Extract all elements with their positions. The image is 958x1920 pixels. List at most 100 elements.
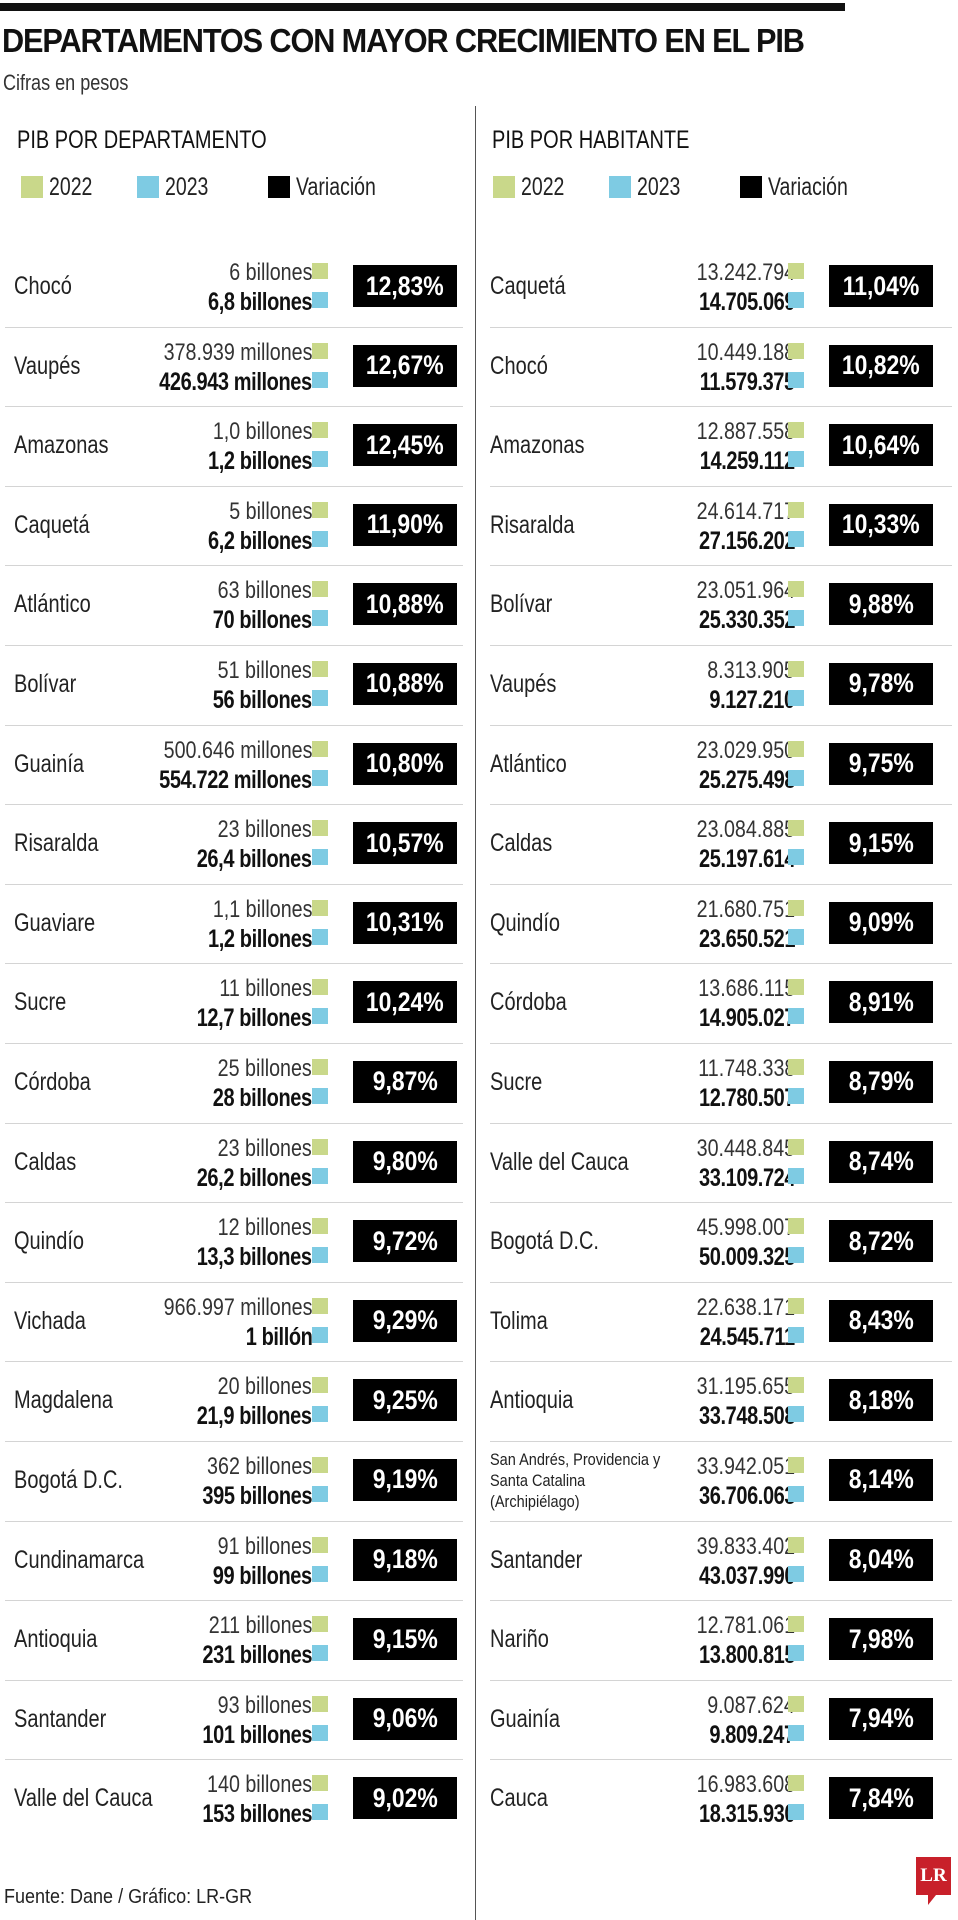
department-name: Chocó: [490, 351, 548, 380]
row-divider: [5, 1361, 463, 1363]
table-row: Valle del Cauca 30.448.845 33.109.724 8,74%: [476, 1124, 958, 1204]
variation-value: 10,80%: [366, 748, 444, 779]
panel-pib-por-departamento: PIB POR DEPARTAMENTO 2022 2023 Variación…: [0, 0, 475, 1920]
variation-value: 9,29%: [372, 1305, 438, 1336]
value-2022: 1,1 billones: [212, 895, 312, 923]
department-name: Vaupés: [14, 351, 81, 380]
legend-item-2023: 2023: [137, 172, 221, 202]
swatch-2023-icon: [788, 1008, 804, 1025]
variation-badge: 9,88%: [829, 583, 933, 626]
variation-value: 12,45%: [366, 429, 444, 460]
legend-item-variation: Variación: [740, 172, 870, 202]
variation-value: 10,31%: [366, 907, 444, 938]
value-2023: 13,3 billones: [197, 1243, 312, 1272]
row-divider: [5, 1759, 463, 1761]
row-divider: [5, 1679, 463, 1681]
source-credit: Fuente: Dane / Gráfico: LR-GR: [4, 1886, 253, 1908]
value-2023: 43.037.990: [698, 1561, 796, 1590]
value-2022: 500.646 millones: [163, 736, 312, 764]
value-2022: 12 billones: [217, 1214, 312, 1242]
swatch-2022-icon: [788, 660, 804, 677]
swatch-2022-icon: [788, 1536, 804, 1553]
department-name: Antioquia: [490, 1386, 574, 1415]
variation-value: 9,25%: [372, 1384, 438, 1415]
swatch-2023-icon: [312, 1406, 328, 1423]
value-2023: 6,2 billones: [207, 526, 313, 555]
department-name: Bolívar: [490, 590, 553, 619]
department-name: Valle del Cauca: [490, 1147, 629, 1176]
variation-badge: 10,33%: [829, 503, 933, 546]
value-2023: 23.650.521: [698, 924, 796, 953]
value-2022: 23.084.885: [696, 816, 795, 844]
swatch-2023-icon: [312, 1485, 328, 1502]
department-name: Bogotá D.C.: [14, 1465, 123, 1494]
variation-value: 9,15%: [848, 827, 914, 858]
variation-badge: 10,80%: [353, 742, 457, 785]
swatch-2022-icon: [788, 1616, 804, 1633]
swatch-2023-icon: [788, 1326, 804, 1343]
value-2022: 378.939 millones: [163, 338, 312, 366]
variation-badge: 7,84%: [829, 1777, 933, 1820]
value-2023: 99 billones: [213, 1561, 312, 1590]
legend-item-2022: 2022: [21, 172, 105, 202]
table-row: Bogotá D.C. 45.998.007 50.009.325 8,72%: [476, 1203, 958, 1283]
value-2023: 1 billón: [245, 1322, 312, 1351]
swatch-2023-icon: [312, 1247, 328, 1264]
value-2023: 36.706.063: [698, 1481, 796, 1510]
variation-badge: 9,87%: [353, 1060, 457, 1103]
table-row: San Andrés, Providencia y Santa Catalina…: [476, 1442, 958, 1522]
value-2023: 153 billones: [202, 1800, 312, 1829]
legend-item-2023: 2023: [609, 172, 693, 202]
row-divider: [5, 724, 463, 726]
swatch-2022-icon: [312, 581, 328, 598]
swatch-2023-icon: [312, 1565, 328, 1582]
variation-badge: 10,88%: [353, 583, 457, 626]
variation-badge: 8,74%: [829, 1140, 933, 1183]
swatch-2022-icon: [788, 342, 804, 359]
row-divider: [490, 1520, 952, 1522]
swatch-2023-icon: [312, 1087, 328, 1104]
value-2022: 6 billones: [228, 259, 312, 286]
row-divider: [490, 1281, 952, 1283]
row-divider: [490, 1202, 952, 1204]
variation-value: 11,90%: [366, 509, 444, 540]
swatch-2023-icon: [788, 769, 804, 786]
value-2023: 6,8 billones: [207, 288, 313, 316]
variation-value: 9,78%: [848, 668, 914, 699]
row-divider: [5, 1600, 463, 1602]
panel-pib-por-habitante: PIB POR HABITANTE 2022 2023 Variación Ca…: [476, 0, 952, 1920]
table-row: Valle del Cauca 140 billones 153 billones 9…: [0, 1760, 475, 1840]
swatch-2022-icon: [312, 1616, 328, 1633]
table-row: Magdalena 20 billones 21,9 billones 9,25%: [0, 1362, 475, 1442]
swatch-2022-icon: [312, 660, 328, 677]
legend: 2022 2023 Variación: [476, 172, 958, 202]
table-body: Chocó 6 billones 6,8 billones 12,83% Vaupés…: [0, 248, 475, 1840]
table-row: Risaralda 24.614.717 27.156.202 10,33%: [476, 487, 958, 567]
table-row: Guainía 500.646 millones 554.722 millones 1…: [0, 726, 475, 806]
value-2023: 25.275.498: [698, 765, 796, 794]
table-row: Bogotá D.C. 362 billones 395 billones 9,19%: [0, 1442, 475, 1522]
swatch-2023-icon: [788, 1645, 804, 1662]
swatch-2022-icon: [493, 176, 515, 198]
row-divider: [5, 406, 463, 408]
row-divider: [490, 963, 952, 965]
variation-value: 12,83%: [366, 270, 444, 301]
department-name: Guainía: [490, 1704, 561, 1733]
variation-badge: 10,31%: [353, 901, 457, 944]
page-title: DEPARTAMENTOS CON MAYOR CRECIMIENTO EN E…: [2, 22, 805, 59]
variation-value: 9,18%: [372, 1544, 438, 1574]
table-row: Quindío 21.680.751 23.650.521 9,09%: [476, 885, 958, 965]
row-divider: [490, 883, 952, 885]
department-name: Córdoba: [14, 1067, 91, 1096]
variation-value: 8,18%: [848, 1384, 914, 1415]
legend-label: Variación: [768, 172, 848, 201]
department-name: Antioquia: [14, 1625, 98, 1654]
variation-value: 8,43%: [848, 1305, 914, 1336]
value-2022: 23 billones: [217, 816, 312, 844]
page-subtitle: Cifras en pesos: [3, 70, 129, 95]
legend-item-2022: 2022: [493, 172, 577, 202]
variation-badge: 8,43%: [829, 1299, 933, 1342]
value-2023: 27.156.202: [698, 526, 796, 555]
swatch-2022-icon: [788, 1456, 804, 1473]
variation-badge: 9,02%: [353, 1777, 457, 1820]
